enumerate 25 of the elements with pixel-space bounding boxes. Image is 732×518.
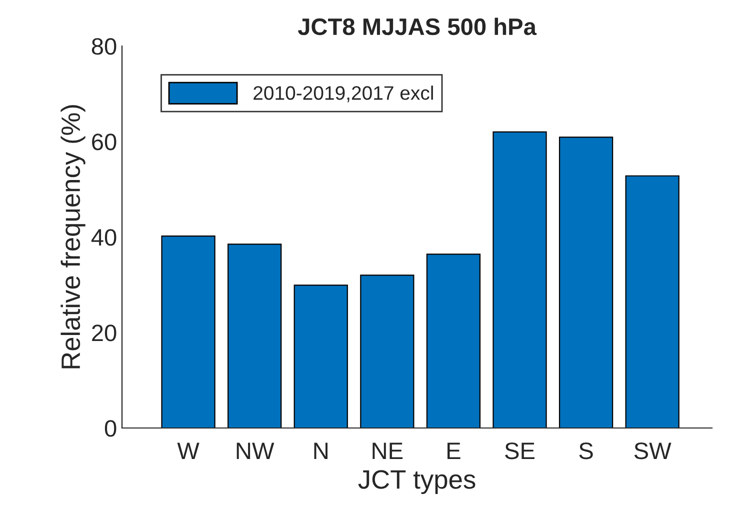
bar xyxy=(426,254,481,428)
chart-title: JCT8 MJJAS 500 hPa xyxy=(298,18,537,36)
x-tick-label: NE xyxy=(372,442,403,459)
bar xyxy=(228,244,282,428)
x-tick-label: NW xyxy=(236,442,274,459)
y-axis-title: Relative frequency (%) xyxy=(60,105,86,368)
x-tick-label: SW xyxy=(634,442,672,460)
bar xyxy=(294,284,348,428)
y-tick-label: 40 xyxy=(91,229,116,246)
legend-label: 2010-2019,2017 excl xyxy=(254,86,433,102)
x-tick-label: W xyxy=(177,442,200,459)
x-axis-title: JCT types xyxy=(358,470,476,494)
y-tick-label: 20 xyxy=(92,324,116,342)
bar xyxy=(558,136,614,428)
bar xyxy=(161,235,216,428)
bar xyxy=(625,175,680,428)
x-tick-label: E xyxy=(448,442,460,459)
x-tick-label: N xyxy=(314,442,328,459)
bar xyxy=(492,131,547,428)
y-tick-label: 0 xyxy=(104,420,116,437)
x-tick-label: SE xyxy=(505,442,534,460)
y-tick-label: 60 xyxy=(92,134,116,150)
x-tick-label: S xyxy=(579,442,593,460)
y-tick-label: 80 xyxy=(92,38,116,55)
bar xyxy=(360,274,414,428)
